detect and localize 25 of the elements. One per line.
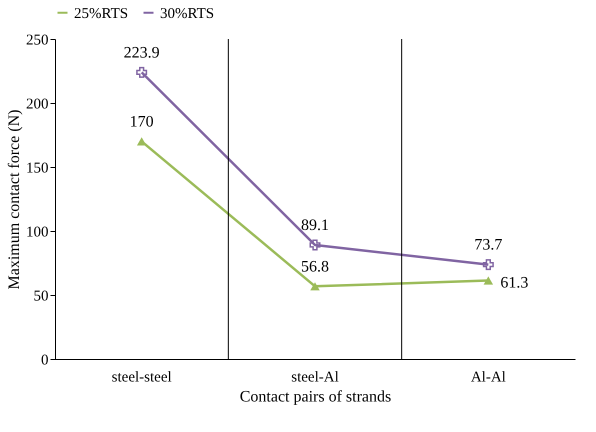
x-tick-label: steel-Al bbox=[291, 370, 339, 386]
point bbox=[482, 259, 494, 270]
point bbox=[136, 137, 146, 146]
y-tick-label: 0 bbox=[41, 352, 48, 368]
data-label: 61.3 bbox=[500, 274, 528, 292]
x-axis-title: Contact pairs of strands bbox=[240, 388, 392, 406]
y-tick-label: 200 bbox=[26, 96, 48, 112]
point bbox=[484, 276, 494, 285]
point bbox=[310, 239, 320, 250]
x-tick-label: Al-Al bbox=[470, 370, 506, 386]
data-label: 170 bbox=[130, 113, 154, 130]
point bbox=[310, 282, 320, 290]
data-label: 56.8 bbox=[301, 258, 329, 276]
y-tick-label: 100 bbox=[26, 224, 48, 240]
y-tick-label: 250 bbox=[26, 32, 48, 48]
y-axis-title: Maximum contact force (N) bbox=[6, 110, 23, 290]
x-tick-label: steel-steel bbox=[112, 370, 172, 386]
data-label: 223.9 bbox=[124, 44, 160, 62]
legend-label: 25%RTS bbox=[74, 6, 128, 22]
y-tick-label: 150 bbox=[26, 160, 48, 176]
data-label: 89.1 bbox=[301, 216, 329, 234]
y-tick-label: 50 bbox=[34, 288, 48, 304]
point bbox=[136, 66, 148, 78]
data-label: 73.7 bbox=[474, 236, 502, 254]
legend-label: 30%RTS bbox=[160, 6, 214, 22]
